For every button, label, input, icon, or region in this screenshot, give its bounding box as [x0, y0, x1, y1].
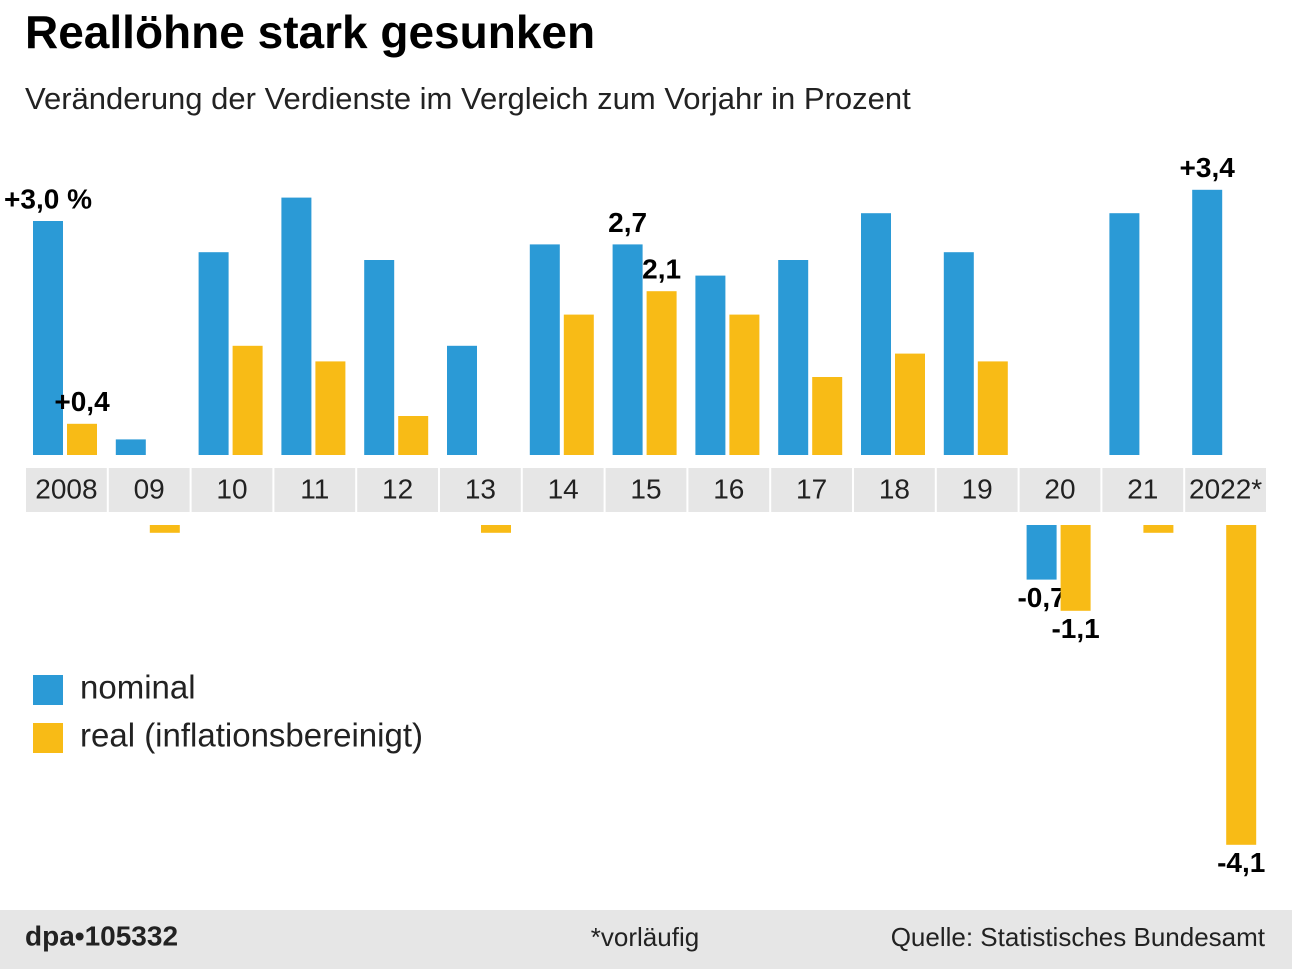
bar: [1109, 213, 1140, 455]
bar: [729, 314, 760, 455]
category-cell: [274, 468, 356, 512]
x-tick-label: 11: [300, 473, 329, 504]
category-cell: [1019, 468, 1101, 512]
category-cell: [854, 468, 935, 512]
legend-swatch: [33, 723, 63, 753]
bar: [943, 252, 974, 455]
x-tick-label: 16: [713, 473, 744, 504]
category-cell: [1185, 468, 1266, 512]
value-label: +0,4: [54, 386, 110, 417]
value-label: -1,1: [1051, 613, 1099, 644]
bar: [364, 260, 395, 455]
bar: [398, 416, 429, 455]
bar: [1192, 189, 1223, 456]
bar: [977, 361, 1008, 455]
bar: [115, 439, 146, 455]
bar: [695, 275, 726, 455]
x-tick-label: 2008: [35, 473, 97, 504]
chart-subtitle: Veränderung der Verdienste im Vergleich …: [25, 81, 911, 116]
category-cell: [26, 468, 107, 512]
x-tick-label: 10: [216, 473, 247, 504]
category-cell: [191, 468, 273, 512]
footnote: *vorläufig: [591, 922, 699, 952]
value-label: -0,7: [1017, 582, 1065, 613]
category-cell: [605, 468, 687, 512]
source: Quelle: Statistisches Bundesamt: [891, 922, 1266, 952]
x-tick-label: 15: [630, 473, 661, 504]
bar: [529, 244, 560, 455]
bar: [563, 314, 594, 455]
x-tick-label: 21: [1127, 473, 1158, 504]
chart-title: Reallöhne stark gesunken: [25, 6, 595, 58]
x-tick-label: 12: [382, 473, 413, 504]
x-tick-label: 20: [1044, 473, 1075, 504]
footer-band: [0, 910, 1292, 969]
value-label: -4,1: [1217, 847, 1265, 878]
x-tick-label: 09: [134, 473, 165, 504]
legend-swatch: [33, 675, 63, 705]
value-label: +3,0 %: [4, 183, 92, 214]
category-cell: [688, 468, 770, 512]
bar: [895, 353, 925, 455]
value-label: 2,1: [642, 254, 681, 285]
bar: [612, 244, 643, 455]
category-cell: [522, 468, 604, 512]
bar: [1060, 525, 1091, 611]
bar: [198, 252, 229, 455]
bar: [67, 423, 97, 455]
x-tick-label: 17: [796, 473, 827, 504]
category-cell: [357, 468, 438, 512]
category-cell: [936, 468, 1018, 512]
bar: [1026, 525, 1057, 580]
bar: [149, 525, 180, 533]
x-tick-label: 14: [548, 473, 579, 504]
legend-label: real (inflationsbereinigt): [80, 717, 423, 754]
value-label: +3,4: [1180, 152, 1236, 183]
x-tick-label: 2022*: [1189, 473, 1262, 504]
category-cell: [440, 468, 521, 512]
bar: [1226, 525, 1257, 845]
x-tick-label: 19: [962, 473, 993, 504]
x-tick-label: 13: [465, 473, 496, 504]
bar: [481, 525, 511, 533]
bar: [315, 361, 346, 455]
credit: dpa•105332: [25, 920, 178, 951]
category-cell: [1102, 468, 1184, 512]
legend-label: nominal: [80, 669, 196, 706]
category-cell: [108, 468, 190, 512]
value-label: 2,7: [608, 207, 647, 238]
bar: [281, 197, 312, 455]
bar: [861, 213, 891, 455]
category-cell: [771, 468, 852, 512]
bar: [812, 377, 843, 455]
bar: [33, 221, 63, 455]
bar: [447, 345, 477, 455]
bar: [1143, 525, 1174, 533]
bar: [778, 260, 809, 455]
x-tick-label: 18: [879, 473, 910, 504]
bar: [232, 345, 263, 455]
bar: [646, 291, 677, 455]
